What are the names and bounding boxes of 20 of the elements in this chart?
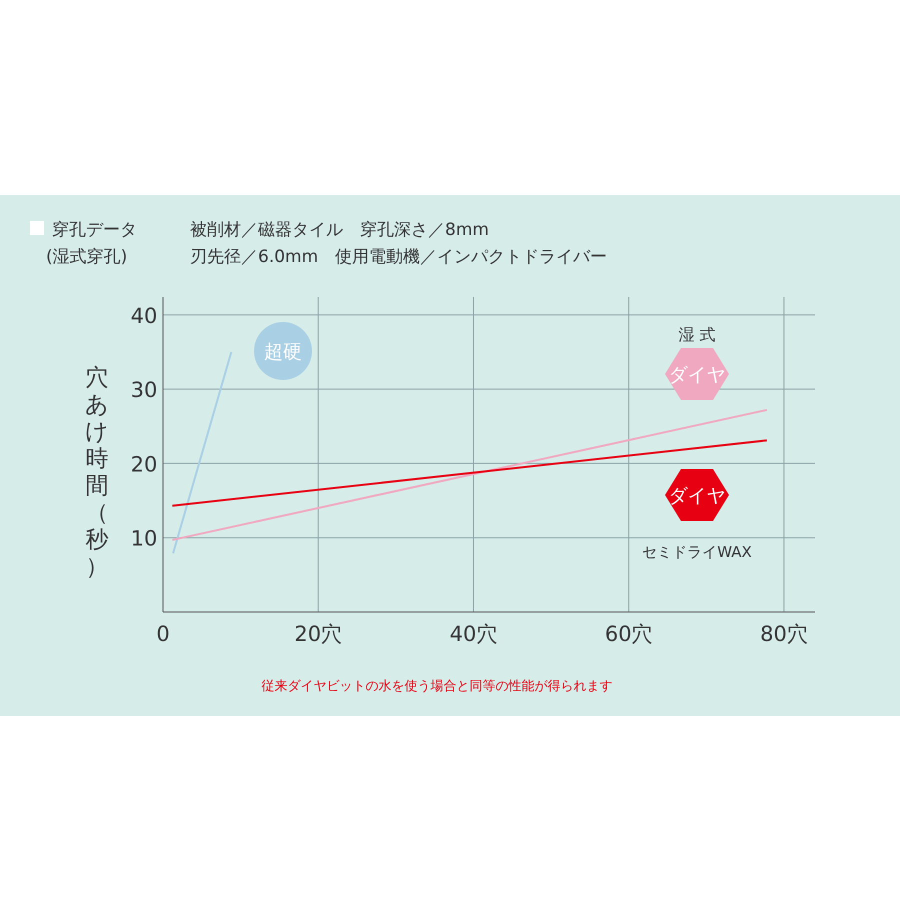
y-tick-label: 40 [130, 304, 158, 328]
y-tick-label: 30 [130, 378, 158, 402]
annotation: セミドライWAX [642, 543, 752, 561]
x-tick-label: 20穴 [294, 622, 342, 646]
series-label: ダイヤ [668, 485, 726, 507]
x-tick-label: 40穴 [450, 622, 498, 646]
series-label: 超硬 [264, 341, 302, 363]
y-axis-title: 穴あけ時間（秒） [85, 365, 109, 580]
x-tick-label: 60穴 [604, 622, 653, 646]
y-tick-label: 20 [130, 452, 158, 476]
y-tick-label: 10 [130, 526, 158, 551]
text: 被削材／磁器タイル 穿孔深さ／8mm [190, 220, 489, 240]
text: 従来ダイヤビットの水を使う場合と同等の性能が得られます [262, 679, 612, 694]
chart-title: 穿孔データ [52, 220, 137, 240]
series-label: ダイヤ [668, 364, 726, 386]
text: 刃先径／6.0mm 使用電動機／インパクトドライバー [190, 247, 608, 267]
x-tick-label: 80穴 [760, 622, 808, 646]
chart-subtitle: (湿式穿孔) [46, 247, 128, 267]
x-tick-label: 0 [156, 622, 170, 646]
annotation: 湿 式 [678, 325, 716, 344]
